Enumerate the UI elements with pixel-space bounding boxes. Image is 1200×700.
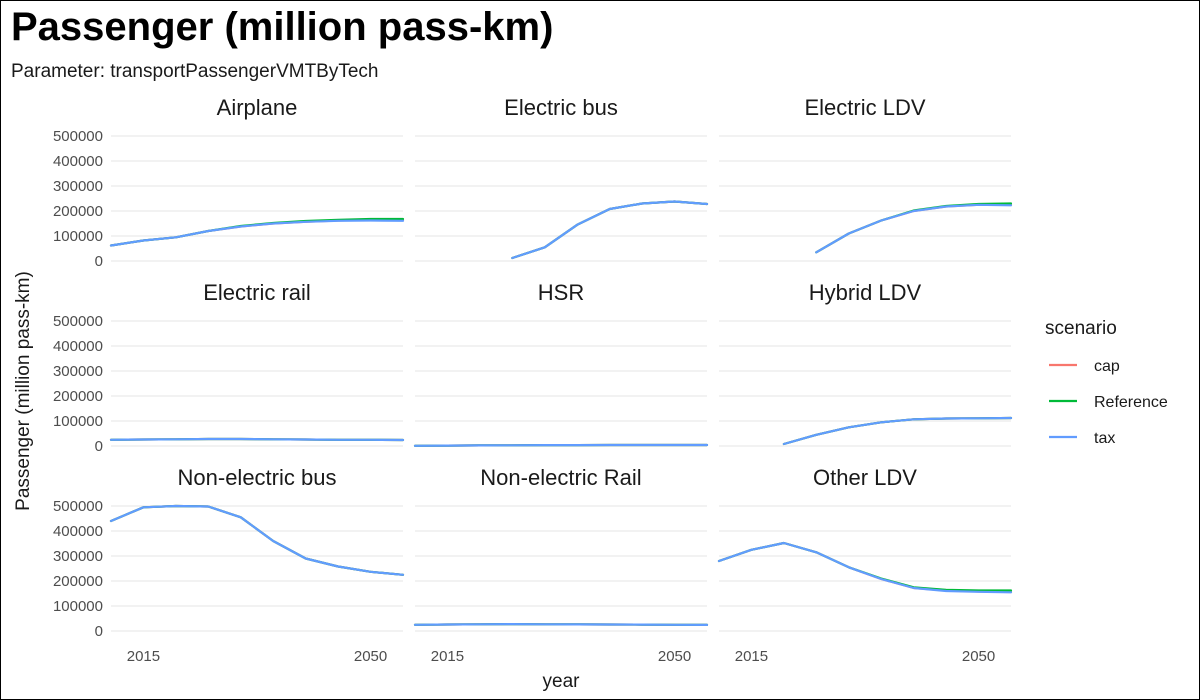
y-tick-label: 400000	[53, 338, 103, 355]
facet-strip-label: Other LDV	[813, 465, 917, 490]
y-axis-title: Passenger (million pass-km)	[13, 271, 34, 511]
x-tick-label: 2050	[658, 648, 691, 665]
y-tick-label: 300000	[53, 363, 103, 380]
x-tick-label: 2050	[962, 648, 995, 665]
facet-strip-label: Hybrid LDV	[809, 280, 922, 305]
series-line-cap	[109, 504, 405, 576]
y-tick-label: 500000	[53, 128, 103, 145]
y-tick-label: 0	[95, 438, 103, 455]
y-tick-label: 400000	[53, 153, 103, 170]
y-tick-label: 200000	[53, 203, 103, 220]
series-line-tax	[109, 437, 405, 442]
facet-strip-label: HSR	[538, 280, 584, 305]
series-line-tax	[109, 504, 405, 576]
y-tick-label: 200000	[53, 573, 103, 590]
facet-strip-label: Electric LDV	[804, 95, 925, 120]
series-line-cap	[717, 541, 1013, 594]
series-line-tax	[782, 416, 1013, 446]
series-line-tax	[413, 622, 709, 627]
x-axis-title: year	[543, 671, 581, 692]
y-tick-label: 100000	[53, 413, 103, 430]
series-line-tax	[815, 203, 1013, 254]
y-tick-label: 300000	[53, 548, 103, 565]
facet-strip-label: Electric bus	[504, 95, 618, 120]
facet-strip-label: Non-electric bus	[178, 465, 337, 490]
legend-title: scenario	[1045, 318, 1117, 339]
x-tick-label: 2015	[127, 648, 160, 665]
y-tick-label: 200000	[53, 388, 103, 405]
y-tick-label: 300000	[53, 178, 103, 195]
x-tick-label: 2015	[735, 648, 768, 665]
series-line-tax	[109, 219, 405, 247]
legend-label: cap	[1094, 358, 1120, 375]
series-line-tax	[511, 200, 709, 260]
x-tick-label: 2050	[354, 648, 387, 665]
series-line-reference	[717, 541, 1013, 592]
y-tick-label: 500000	[53, 498, 103, 515]
series-line-tax	[413, 443, 709, 447]
y-tick-label: 400000	[53, 523, 103, 540]
facet-strip-label: Airplane	[217, 95, 298, 120]
y-tick-label: 100000	[53, 598, 103, 615]
series-line-reference	[109, 217, 405, 247]
x-tick-label: 2015	[431, 648, 464, 665]
y-tick-label: 100000	[53, 228, 103, 245]
chart-subtitle: Parameter: transportPassengerVMTByTech	[11, 61, 379, 82]
legend-label: tax	[1094, 430, 1115, 447]
y-tick-label: 500000	[53, 313, 103, 330]
series-line-tax	[717, 541, 1013, 594]
legend-label: Reference	[1094, 394, 1168, 411]
facet-strip-label: Non-electric Rail	[480, 465, 641, 490]
y-tick-label: 0	[95, 623, 103, 640]
chart-title: Passenger (million pass-km)	[11, 5, 554, 49]
y-tick-label: 0	[95, 253, 103, 270]
facet-strip-label: Electric rail	[203, 280, 311, 305]
series-line-reference	[109, 504, 405, 576]
